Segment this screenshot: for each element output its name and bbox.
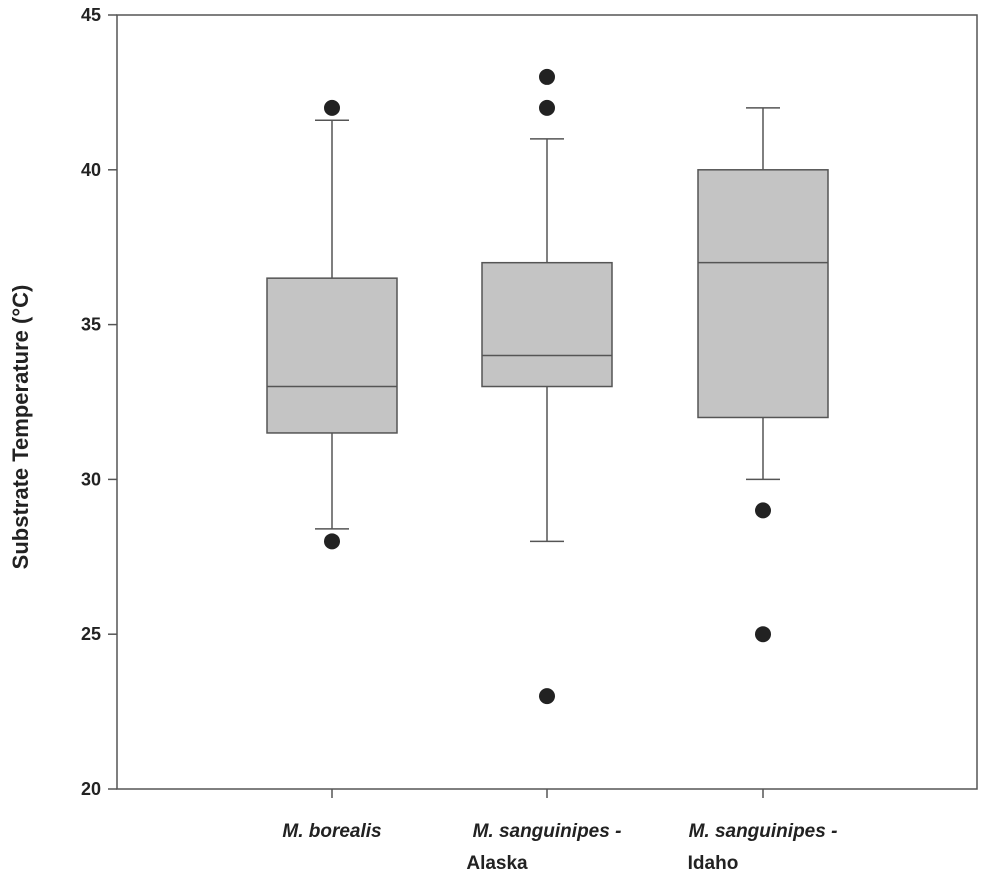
y-axis: 20 25 30 35 40 45 — [81, 5, 117, 799]
x-category-region-label: Alaska — [466, 853, 528, 874]
y-tick-label: 35 — [81, 315, 101, 335]
y-tick-label: 20 — [81, 779, 101, 799]
x-axis: M. borealis M. sanguinipes - Alaska M. sang… — [282, 789, 837, 874]
outlier-point — [324, 99, 340, 116]
x-category-label: M. sanguinipes - — [689, 821, 838, 842]
outlier-point — [324, 533, 340, 550]
outlier-point — [539, 99, 555, 116]
x-category-label: M. borealis — [282, 821, 381, 842]
y-tick-label: 40 — [81, 160, 101, 180]
y-tick-label: 45 — [81, 5, 101, 25]
outlier-point — [539, 688, 555, 705]
x-category-label: M. sanguinipes - — [473, 821, 622, 842]
outlier-point — [755, 626, 771, 643]
y-tick-label: 25 — [81, 624, 101, 644]
outlier-point — [539, 68, 555, 85]
x-category-region-label: Idaho — [688, 853, 739, 874]
y-axis-title: Substrate Temperature (°C) — [8, 285, 33, 570]
iqr-box — [697, 169, 829, 419]
iqr-box — [266, 277, 398, 434]
y-tick-label: 30 — [81, 469, 101, 489]
boxes-group — [266, 68, 829, 705]
outlier-point — [755, 502, 771, 519]
iqr-box — [481, 261, 613, 388]
